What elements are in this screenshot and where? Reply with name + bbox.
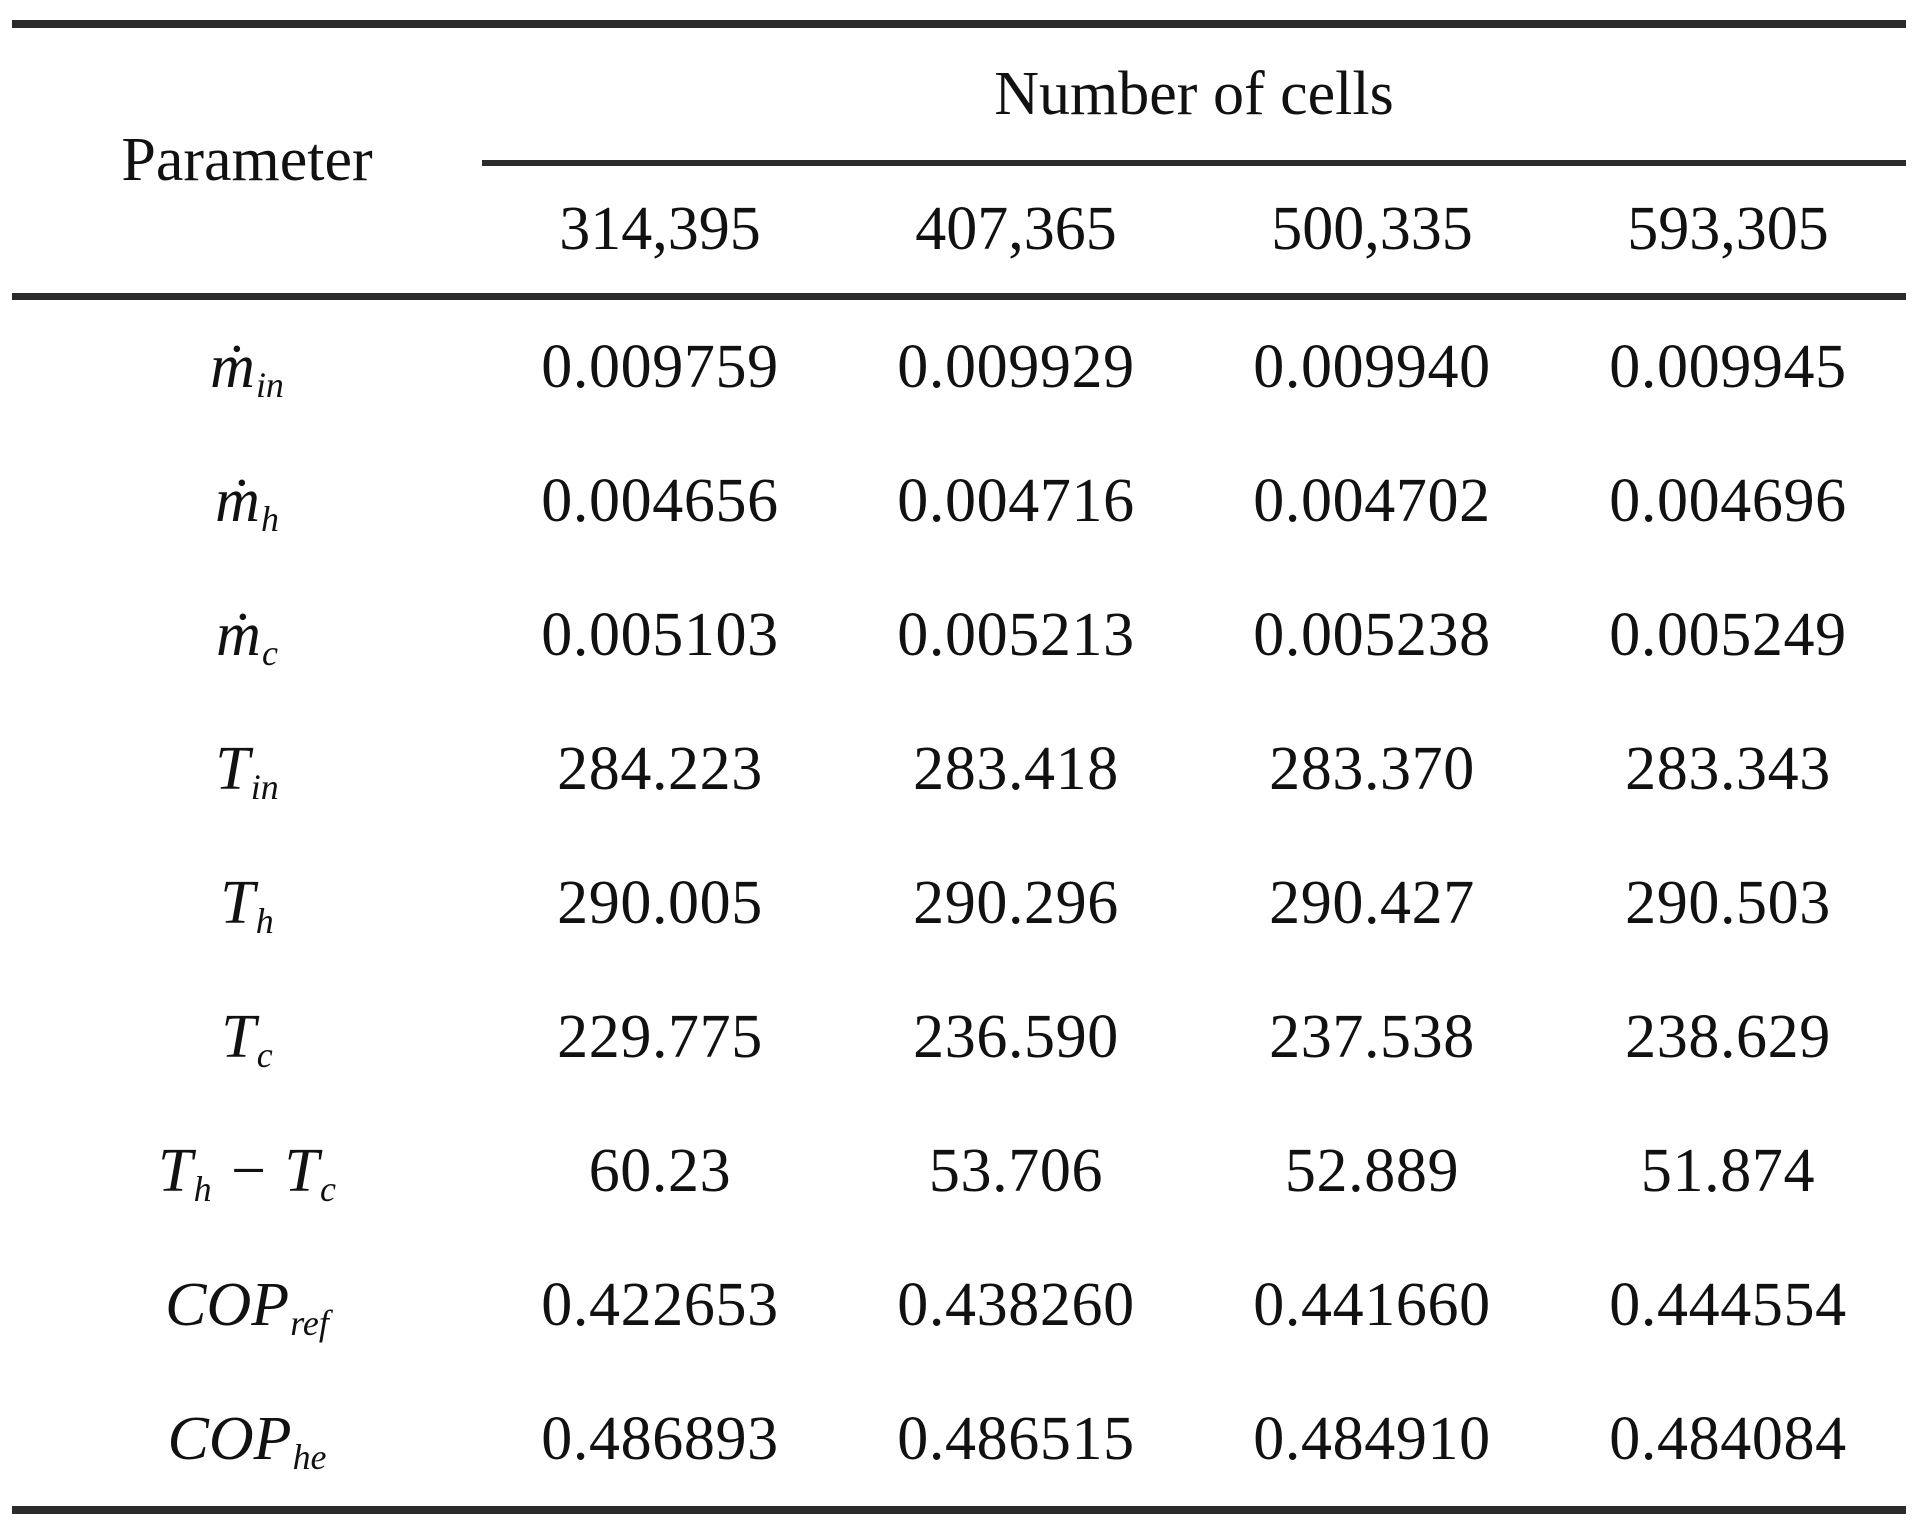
group-header: Number of cells [994, 59, 1394, 128]
table-row: Th 290.005 290.296 290.427 290.503 [12, 836, 1906, 970]
value-cell: 290.005 [557, 868, 763, 937]
parameter-cell: ṁh [12, 434, 482, 568]
parameter-cell: COPhe [12, 1372, 482, 1506]
value-cell: 0.005213 [897, 600, 1135, 669]
parameter-subscript: he [292, 1437, 327, 1478]
value-cell: 0.009929 [897, 332, 1135, 401]
parameter-header: Parameter [121, 126, 373, 194]
column-header: 314,395 [559, 195, 761, 263]
parameter-subscript: c [319, 1169, 336, 1210]
value-cell: 60.23 [588, 1136, 732, 1205]
parameter-table: Parameter Number of cells 314,395 407,365… [12, 20, 1906, 1514]
column-header: 407,365 [915, 195, 1117, 263]
parameter-subscript: c [261, 633, 278, 674]
value-cell: 237.538 [1269, 1002, 1475, 1071]
value-cell: 0.009759 [541, 332, 779, 401]
value-cell: 0.004656 [541, 466, 779, 535]
table-row: ṁh 0.004656 0.004716 0.004702 0.004696 [12, 434, 1906, 568]
value-cell: 0.005103 [541, 600, 779, 669]
parameter-subscript: h [193, 1169, 212, 1210]
value-cell: 0.004702 [1253, 466, 1491, 535]
table-row: Th − Tc 60.23 53.706 52.889 51.874 [12, 1104, 1906, 1238]
parameter-symbol: COPhe [167, 1404, 327, 1478]
value-cell: 0.005238 [1253, 600, 1491, 669]
value-cell: 0.438260 [897, 1270, 1135, 1339]
parameter-symbol: ṁh [215, 466, 279, 540]
value-cell: 0.484910 [1253, 1404, 1491, 1473]
parameter-cell: COPref [12, 1238, 482, 1372]
parameter-subscript: in [250, 767, 279, 808]
value-cell: 283.418 [913, 734, 1119, 803]
value-cell: 52.889 [1284, 1136, 1460, 1205]
value-cell: 0.005249 [1609, 600, 1847, 669]
parameter-cell: ṁin [12, 300, 482, 434]
value-cell: 53.706 [928, 1136, 1104, 1205]
parameter-symbol: Tin [215, 734, 279, 808]
value-cell: 0.484084 [1609, 1404, 1847, 1473]
parameter-subscript: c [256, 1035, 273, 1076]
table-row: COPref 0.422653 0.438260 0.441660 0.444554 [12, 1238, 1906, 1372]
parameter-subscript: in [255, 365, 284, 406]
parameter-cell: Tc [12, 970, 482, 1104]
parameter-symbol: ṁin [210, 332, 284, 406]
parameter-subscript: ref [290, 1303, 329, 1344]
parameter-subscript: h [260, 499, 279, 540]
parameter-symbol: Th [158, 1136, 212, 1210]
parameter-cell: Th [12, 836, 482, 970]
table-row: Tin 284.223 283.418 283.370 283.343 [12, 702, 1906, 836]
table-body: ṁin 0.009759 0.009929 0.009940 0.009945 ṁh 0.0… [12, 300, 1906, 1506]
value-cell: 0.486515 [897, 1404, 1135, 1473]
value-cell: 290.503 [1625, 868, 1831, 937]
value-cell: 51.874 [1640, 1136, 1816, 1205]
parameter-symbol: Th [220, 868, 274, 942]
parameter-subscript: h [255, 901, 274, 942]
table-row: COPhe 0.486893 0.486515 0.484910 0.484084 [12, 1372, 1906, 1506]
value-cell: 284.223 [557, 734, 763, 803]
table-row: ṁin 0.009759 0.009929 0.009940 0.009945 [12, 300, 1906, 434]
parameter-symbol: Tc [284, 1136, 336, 1210]
column-header: 500,335 [1271, 195, 1473, 263]
value-cell: 0.444554 [1609, 1270, 1847, 1339]
value-cell: 229.775 [557, 1002, 763, 1071]
parameter-cell: ṁc [12, 568, 482, 702]
parameter-symbol: COPref [165, 1270, 329, 1344]
value-cell: 0.441660 [1253, 1270, 1491, 1339]
value-cell: 0.486893 [541, 1404, 779, 1473]
parameter-symbol: − [211, 1136, 285, 1205]
column-header-row: 314,395 407,365 500,335 593,305 [482, 166, 1906, 293]
value-cell: 0.422653 [541, 1270, 779, 1339]
value-cell: 0.009945 [1609, 332, 1847, 401]
value-cell: 283.343 [1625, 734, 1831, 803]
group-header-underline [482, 160, 1906, 166]
parameter-cell: Th − Tc [12, 1104, 482, 1238]
table-header: Parameter Number of cells 314,395 407,365… [12, 28, 1906, 300]
column-header: 593,305 [1627, 195, 1829, 263]
table-row: Tc 229.775 236.590 237.538 238.629 [12, 970, 1906, 1104]
value-cell: 0.004716 [897, 466, 1135, 535]
value-cell: 0.004696 [1609, 466, 1847, 535]
parameter-symbol: ṁc [216, 600, 278, 674]
value-cell: 238.629 [1625, 1002, 1831, 1071]
value-cell: 290.296 [913, 868, 1119, 937]
table-row: ṁc 0.005103 0.005213 0.005238 0.005249 [12, 568, 1906, 702]
value-cell: 236.590 [913, 1002, 1119, 1071]
parameter-symbol: Tc [221, 1002, 273, 1076]
value-cell: 283.370 [1269, 734, 1475, 803]
parameter-cell: Tin [12, 702, 482, 836]
header-columns-group: Number of cells 314,395 407,365 500,335 593… [482, 28, 1906, 293]
value-cell: 290.427 [1269, 868, 1475, 937]
value-cell: 0.009940 [1253, 332, 1491, 401]
